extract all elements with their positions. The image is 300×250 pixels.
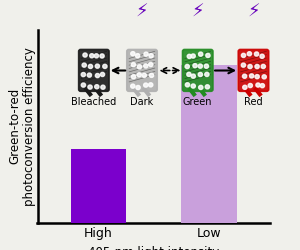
FancyBboxPatch shape: [79, 50, 109, 91]
Circle shape: [250, 74, 254, 78]
Circle shape: [95, 74, 100, 78]
Circle shape: [191, 74, 195, 78]
Circle shape: [136, 54, 140, 58]
Circle shape: [148, 62, 153, 67]
Circle shape: [255, 64, 259, 68]
Circle shape: [191, 54, 195, 58]
Circle shape: [100, 54, 104, 58]
FancyBboxPatch shape: [127, 50, 157, 91]
Circle shape: [199, 85, 203, 89]
Circle shape: [248, 64, 252, 69]
Circle shape: [83, 53, 87, 57]
Circle shape: [260, 84, 265, 88]
Circle shape: [262, 75, 266, 79]
Circle shape: [242, 53, 246, 58]
Circle shape: [82, 63, 86, 67]
Circle shape: [95, 64, 100, 68]
Circle shape: [261, 64, 266, 68]
Circle shape: [88, 85, 92, 89]
Bar: [182, 65, 237, 222]
Circle shape: [95, 85, 99, 89]
Circle shape: [242, 74, 247, 78]
Circle shape: [241, 63, 246, 67]
Circle shape: [136, 86, 140, 89]
Circle shape: [81, 83, 86, 87]
Circle shape: [137, 65, 142, 69]
Y-axis label: Green-to-red
photoconversion efficiency: Green-to-red photoconversion efficiency: [8, 47, 36, 206]
Circle shape: [81, 72, 86, 77]
Circle shape: [88, 64, 93, 68]
Circle shape: [243, 85, 247, 89]
Circle shape: [148, 83, 153, 87]
Circle shape: [185, 83, 190, 87]
Circle shape: [187, 54, 191, 58]
Circle shape: [255, 74, 259, 79]
Circle shape: [131, 75, 136, 79]
Circle shape: [100, 72, 105, 76]
Circle shape: [137, 73, 141, 77]
Circle shape: [131, 52, 135, 56]
Circle shape: [248, 84, 252, 87]
Circle shape: [87, 73, 92, 77]
Circle shape: [256, 83, 260, 87]
Circle shape: [131, 63, 136, 67]
Circle shape: [149, 54, 153, 58]
Circle shape: [204, 64, 208, 68]
Text: Red: Red: [244, 98, 263, 108]
Circle shape: [149, 73, 154, 78]
Circle shape: [198, 64, 202, 68]
Text: ⚡: ⚡: [247, 3, 260, 21]
Circle shape: [144, 52, 148, 56]
Circle shape: [206, 53, 210, 58]
Circle shape: [199, 52, 203, 56]
Circle shape: [90, 54, 94, 58]
Text: Bleached: Bleached: [71, 98, 116, 108]
Text: ⚡: ⚡: [136, 3, 148, 21]
X-axis label: 405-nm light intensity: 405-nm light intensity: [88, 246, 219, 250]
Circle shape: [193, 64, 197, 68]
FancyBboxPatch shape: [182, 50, 213, 91]
Text: Dark: Dark: [130, 98, 154, 108]
Circle shape: [260, 54, 264, 58]
Text: Green: Green: [183, 98, 212, 108]
Circle shape: [131, 84, 135, 88]
Circle shape: [191, 84, 195, 88]
Circle shape: [205, 72, 209, 76]
FancyBboxPatch shape: [238, 50, 269, 91]
Circle shape: [187, 72, 191, 76]
Text: ⚡: ⚡: [191, 3, 204, 21]
Circle shape: [101, 85, 105, 89]
Circle shape: [142, 73, 146, 78]
Circle shape: [144, 83, 148, 87]
Circle shape: [94, 54, 99, 58]
Bar: [71, 149, 126, 222]
Circle shape: [103, 64, 107, 68]
Circle shape: [254, 52, 259, 56]
Circle shape: [185, 64, 189, 68]
Circle shape: [247, 52, 252, 56]
Circle shape: [144, 64, 148, 68]
Circle shape: [205, 85, 209, 89]
Circle shape: [198, 72, 203, 76]
